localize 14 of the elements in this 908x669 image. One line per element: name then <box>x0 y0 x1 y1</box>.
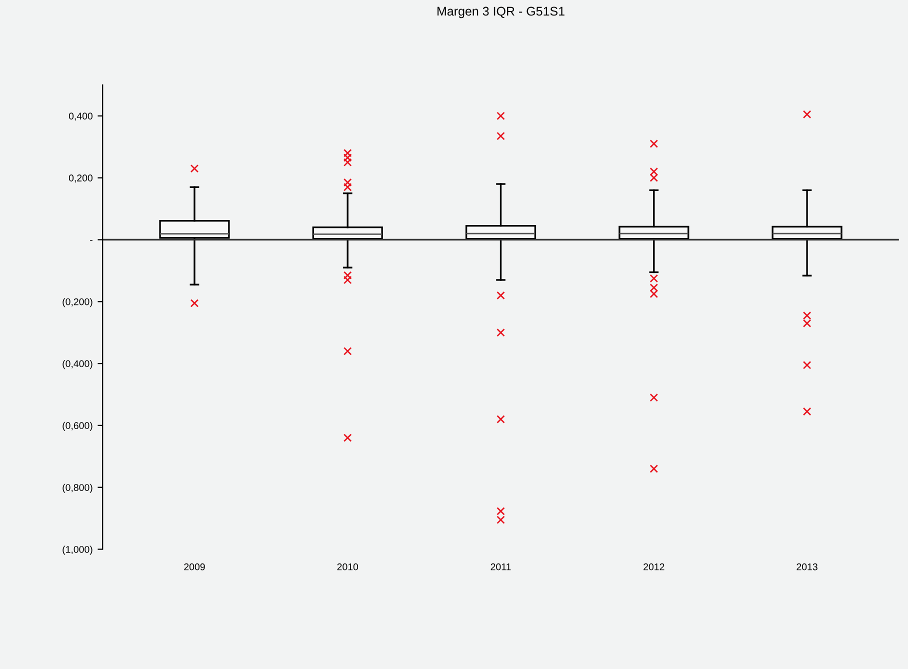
y-tick-label: (0,600) <box>62 422 92 431</box>
x-tick-label: 2012 <box>644 563 664 570</box>
x-tick-label: 2009 <box>184 563 205 570</box>
y-tick-label: 0,200 <box>68 174 93 183</box>
y-tick-label: - <box>90 240 92 242</box>
x-tick-label: 2013 <box>796 563 818 570</box>
x-tick-label: 2011 <box>490 563 511 570</box>
y-tick-label: (1,000) <box>62 546 92 555</box>
chart-title: Margen 3 IQR - G51S1 <box>438 6 564 18</box>
y-tick-label: (0,200) <box>62 298 92 308</box>
y-tick-label: 0,400 <box>68 112 93 121</box>
y-tick-label: (0,800) <box>62 484 92 493</box>
y-tick-label: (0,400) <box>62 360 92 370</box>
x-tick-label: 2010 <box>337 563 358 570</box>
